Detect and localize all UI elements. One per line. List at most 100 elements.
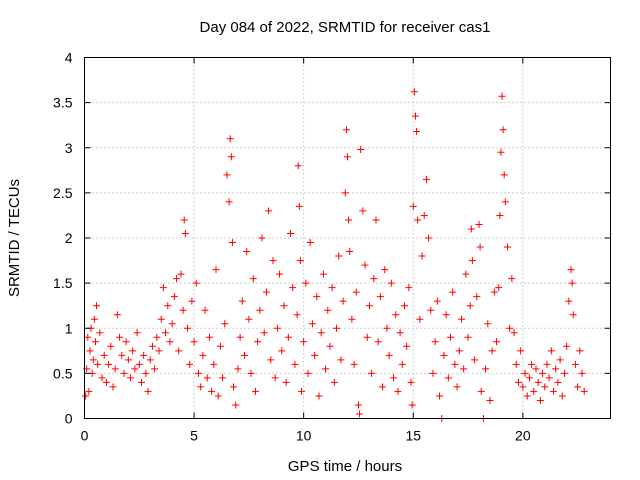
data-point: [545, 374, 553, 382]
data-point: [552, 365, 560, 373]
chart-title: Day 084 of 2022, SRMTID for receiver cas…: [200, 19, 491, 36]
data-point: [151, 365, 159, 373]
data-point: [558, 392, 566, 400]
data-point: [294, 162, 302, 170]
data-point: [186, 360, 194, 368]
data-point: [192, 279, 200, 287]
data-point: [265, 207, 273, 215]
data-point: [578, 369, 586, 377]
data-point: [201, 306, 209, 314]
data-point: [510, 329, 518, 337]
data-point: [476, 243, 484, 251]
y-tick-label: 3.5: [53, 95, 73, 111]
data-point: [181, 229, 189, 237]
data-point: [512, 360, 520, 368]
data-point: [90, 315, 98, 323]
data-point: [493, 338, 501, 346]
x-tick-label: 5: [190, 428, 198, 444]
data-point: [236, 333, 244, 341]
y-tick-label: 0: [65, 411, 73, 427]
data-point: [506, 324, 514, 332]
data-point: [569, 311, 577, 319]
data-point: [541, 383, 549, 391]
data-point: [190, 338, 198, 346]
data-point: [539, 369, 547, 377]
data-point: [341, 189, 349, 197]
data-point: [129, 347, 137, 355]
data-point: [302, 279, 310, 287]
data-point: [240, 351, 248, 359]
data-point: [394, 387, 402, 395]
x-tick-labels: 0 5 10 15 20: [81, 428, 531, 444]
data-point: [313, 293, 321, 301]
data-point: [486, 396, 494, 404]
data-point: [363, 333, 371, 341]
data-point: [308, 320, 316, 328]
data-point: [208, 387, 216, 395]
data-point: [280, 302, 288, 310]
data-point: [488, 347, 496, 355]
data-point: [194, 369, 202, 377]
data-point: [387, 279, 395, 287]
data-point: [166, 338, 174, 346]
data-point: [429, 369, 437, 377]
data-point: [135, 360, 143, 368]
data-point: [177, 270, 185, 278]
data-point: [256, 306, 264, 314]
data-point: [168, 320, 176, 328]
data-point: [89, 356, 97, 364]
data-point: [477, 387, 485, 395]
data-point: [226, 135, 234, 143]
data-point: [111, 365, 119, 373]
y-tick-label: 3: [65, 140, 73, 156]
data-point: [234, 365, 242, 373]
data-point: [162, 329, 170, 337]
data-point: [216, 342, 224, 350]
y-axis-label: SRMTID / TECUs: [6, 179, 23, 297]
data-point: [413, 128, 421, 136]
data-point: [184, 324, 192, 332]
data-point: [354, 401, 362, 409]
data-point: [155, 347, 163, 355]
data-point: [407, 378, 415, 386]
data-point: [120, 369, 128, 377]
data-point: [230, 383, 238, 391]
data-point: [322, 365, 330, 373]
data-point: [311, 351, 319, 359]
data-point: [100, 351, 108, 359]
data-point: [534, 378, 542, 386]
data-point: [131, 365, 139, 373]
data-points: [82, 88, 588, 422]
data-point: [85, 387, 93, 395]
data-point: [376, 293, 384, 301]
data-point: [212, 266, 220, 274]
data-point: [536, 396, 544, 404]
y-tick-label: 4: [65, 50, 73, 66]
data-point: [304, 369, 312, 377]
data-point: [146, 356, 154, 364]
data-point: [262, 288, 270, 296]
data-point: [293, 311, 301, 319]
data-point: [251, 387, 259, 395]
data-point: [370, 275, 378, 283]
data-point: [276, 270, 284, 278]
data-point: [427, 306, 435, 314]
y-tick-label: 2.5: [53, 185, 73, 201]
data-point: [306, 239, 314, 247]
data-point: [223, 171, 231, 179]
data-point: [352, 288, 360, 296]
data-point: [260, 329, 268, 337]
data-point: [357, 146, 365, 154]
data-point: [289, 284, 297, 292]
y-tick-label: 0.5: [53, 365, 73, 381]
data-point: [475, 220, 483, 228]
data-point: [396, 329, 404, 337]
data-point: [519, 383, 527, 391]
data-point: [556, 356, 564, 364]
data-point: [238, 297, 246, 305]
data-point: [359, 207, 367, 215]
data-point: [86, 347, 94, 355]
data-point: [436, 392, 444, 400]
